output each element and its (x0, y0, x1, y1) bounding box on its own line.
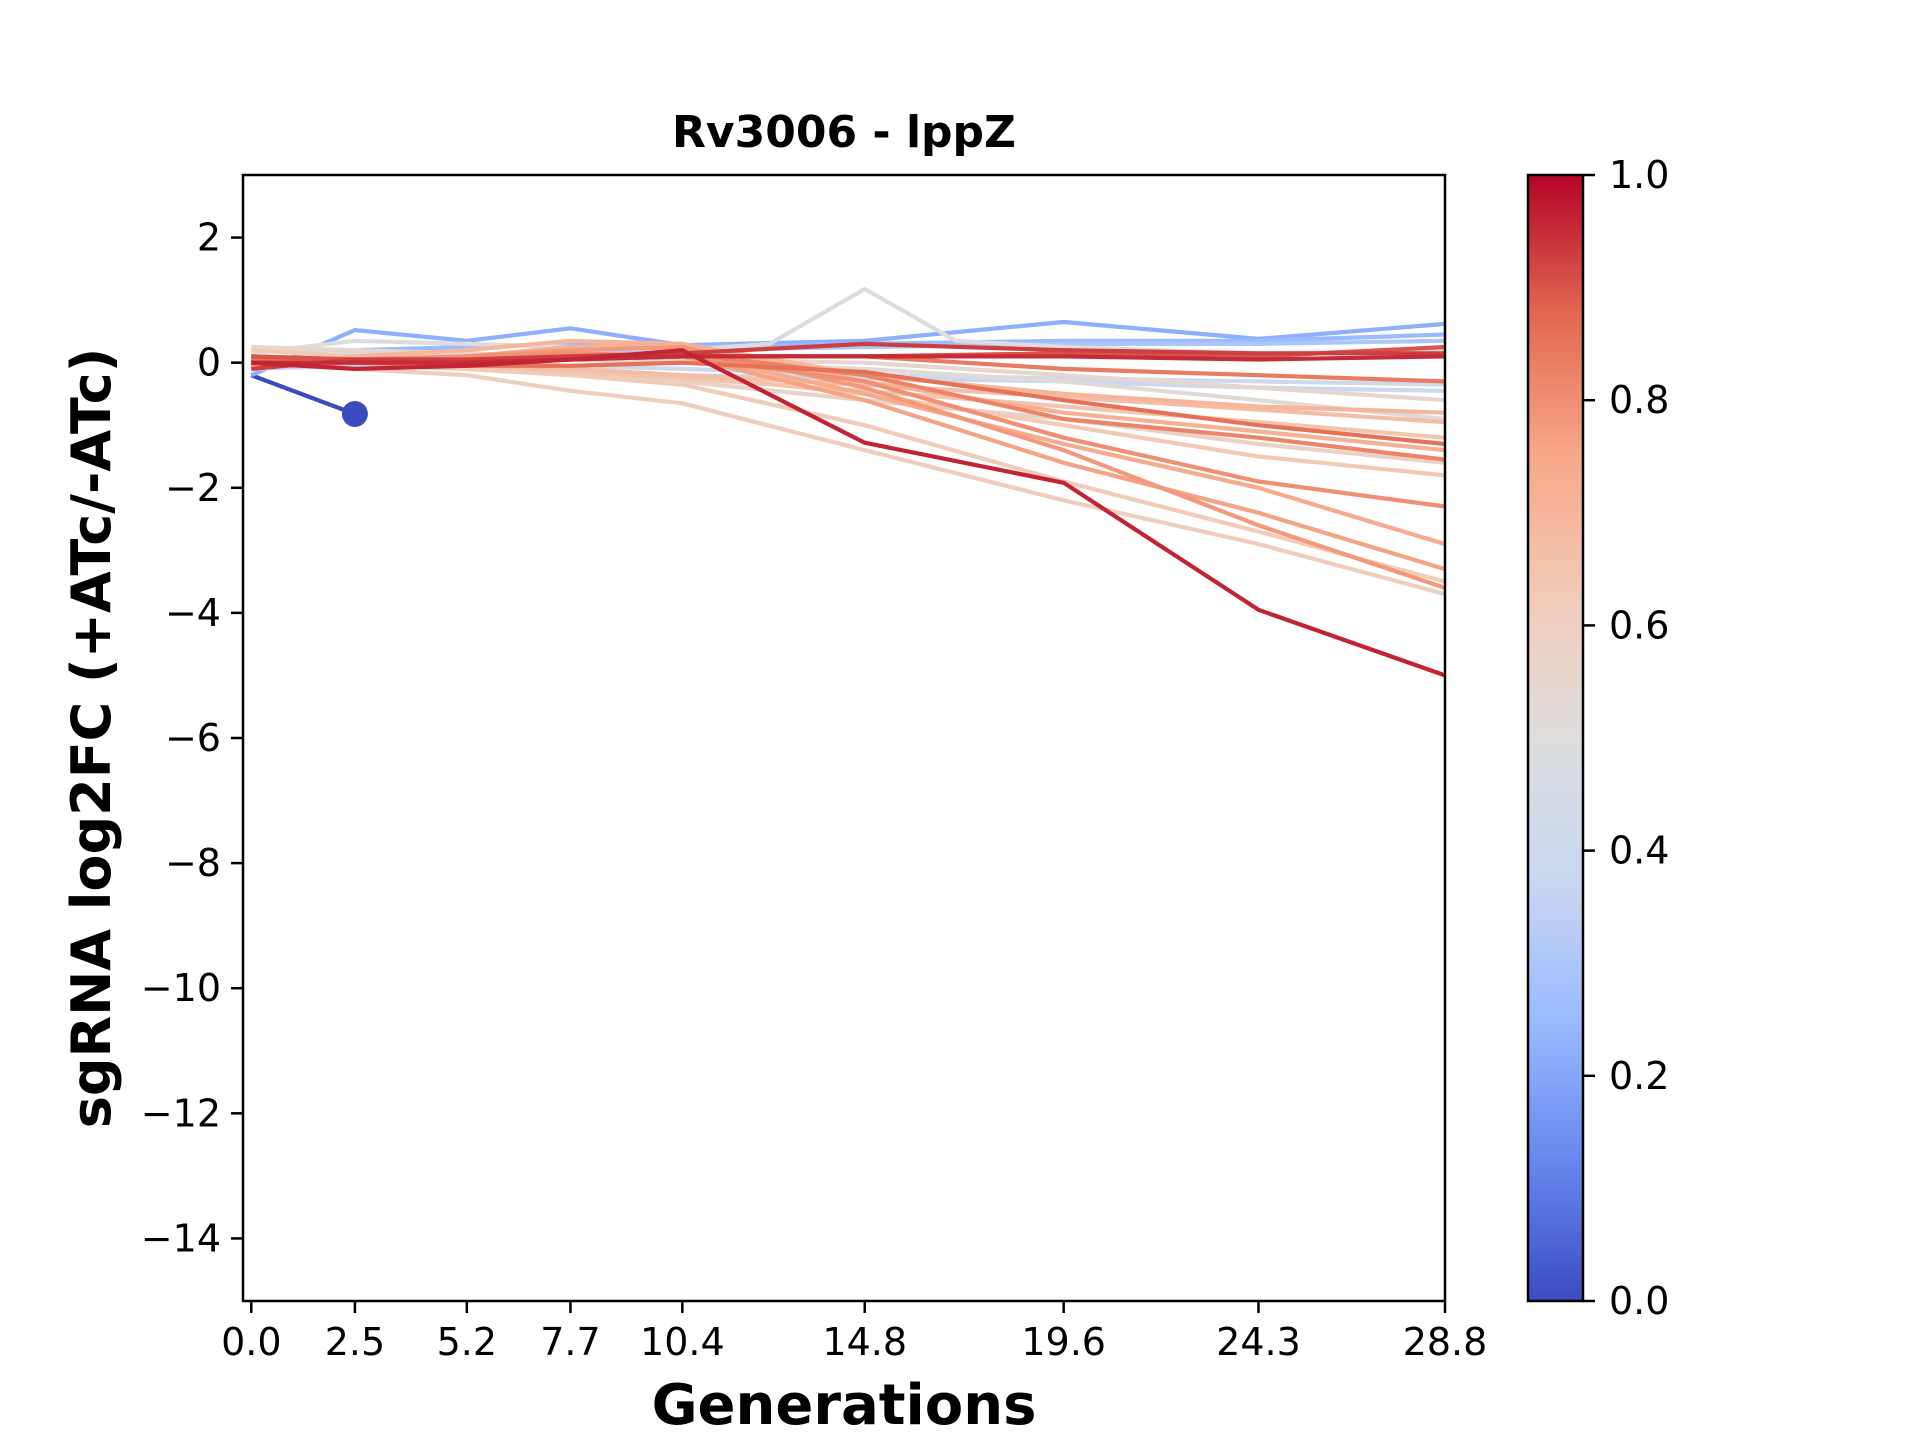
series-line-26 (251, 354, 1446, 365)
colorbar-tick-label: 0.8 (1609, 378, 1669, 422)
x-tick-label: 7.7 (540, 1320, 600, 1364)
y-tick-label: 0 (197, 341, 221, 385)
x-tick-label: 19.6 (1021, 1320, 1106, 1364)
colorbar (1526, 173, 1585, 1303)
series-line-27 (251, 348, 1446, 678)
series-line-6 (251, 286, 1446, 356)
x-tick-label: 24.3 (1216, 1320, 1301, 1364)
colorbar-axis: 0.0 0.2 0.4 0.6 0.8 1.0 (1583, 153, 1669, 1323)
series-line-25 (251, 341, 1445, 371)
series-line-0 (250, 373, 356, 416)
colorbar-tick-label: 0.4 (1609, 829, 1669, 873)
series-line-8 (251, 344, 1446, 403)
plot-lines (250, 286, 1446, 678)
x-tick-label: 28.8 (1403, 1320, 1488, 1364)
y-axis: 2 0 −2 −4 −6 −8 −10 −12 −14 (141, 216, 243, 1260)
x-axis: 0.0 2.5 5.2 7.7 10.4 14.8 19.6 24.3 28.8 (221, 1301, 1487, 1364)
series-line-10 (251, 360, 1446, 597)
colorbar-tick-label: 0.0 (1609, 1279, 1669, 1323)
y-tick-label: −12 (141, 1091, 221, 1135)
x-axis-title: Generations (652, 1373, 1037, 1438)
x-tick-label: 14.8 (822, 1320, 907, 1364)
y-tick-label: −6 (165, 716, 221, 760)
series-marker-0 (341, 400, 368, 427)
colorbar-tick-label: 1.0 (1609, 153, 1669, 197)
colorbar-tick-label: 0.6 (1609, 603, 1669, 647)
y-tick-label: −14 (141, 1216, 221, 1260)
y-axis-title: sgRNA log2FC (+ATc/-ATc) (60, 348, 123, 1129)
x-tick-label: 0.0 (221, 1320, 281, 1364)
x-tick-label: 10.4 (640, 1320, 725, 1364)
colorbar-tick-label: 0.2 (1609, 1054, 1669, 1098)
y-tick-label: 2 (197, 216, 221, 260)
x-tick-label: 2.5 (325, 1320, 385, 1364)
y-tick-label: −8 (165, 841, 221, 885)
y-tick-label: −2 (165, 466, 221, 510)
x-tick-label: 5.2 (437, 1320, 497, 1364)
y-tick-label: −4 (165, 591, 221, 635)
chart-title: Rv3006 - lppZ (672, 107, 1016, 158)
y-tick-label: −10 (141, 966, 221, 1010)
